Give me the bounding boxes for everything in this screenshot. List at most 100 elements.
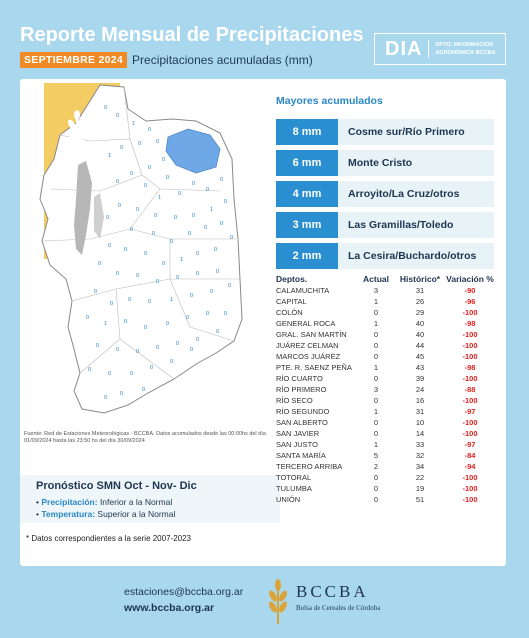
station-value: 1 — [158, 195, 161, 201]
station-value: 0 — [192, 213, 195, 219]
top-mm-value: 2 mm — [276, 243, 338, 269]
top-accumulated-row: 2 mm La Cesira/Buchardo/otros — [276, 243, 494, 269]
top-accumulated-row: 6 mm Monte Cristo — [276, 150, 494, 176]
station-value: 1 — [132, 121, 135, 127]
station-value: 0 — [190, 347, 193, 353]
dept-name: RÍO PRIMERO — [276, 385, 327, 394]
dept-name: TERCERO ARRIBA — [276, 462, 343, 471]
station-value: 0 — [214, 247, 217, 253]
historico-value: 51 — [415, 495, 425, 504]
station-value: 0 — [130, 371, 133, 377]
wheat-icon — [68, 110, 86, 153]
station-value: 0 — [156, 345, 159, 351]
table-header: Deptos. Actual Histórico* Variación % — [276, 274, 506, 286]
actual-value: 1 — [373, 440, 379, 449]
variacion-value: -100 — [462, 308, 478, 317]
station-value: 0 — [170, 359, 173, 365]
mountain-range — [74, 161, 92, 255]
report-title: Reporte Mensual de Precipitaciones — [20, 24, 364, 46]
historico-value: 31 — [415, 407, 425, 416]
contact-email[interactable]: estaciones@bccba.org.ar — [124, 586, 244, 598]
station-value: 0 — [166, 321, 169, 327]
station-value: 0 — [116, 347, 119, 353]
forecast-box: Pronóstico SMN Oct - Nov- Dic • Precipit… — [20, 475, 280, 523]
table-row: GENERAL ROCA 1 40 -98 — [276, 319, 506, 330]
station-value: 0 — [144, 251, 147, 257]
contact-web[interactable]: www.bccba.org.ar — [124, 602, 215, 614]
station-value: 0 — [104, 105, 107, 111]
station-value: 0 — [124, 319, 127, 325]
station-value: 0 — [136, 273, 139, 279]
variacion-value: -100 — [462, 429, 478, 438]
station-value: 0 — [144, 183, 147, 189]
station-value: 1 — [104, 321, 107, 327]
variacion-value: -97 — [464, 407, 476, 416]
table-row: TERCERO ARRIBA 2 34 -94 — [276, 462, 506, 473]
station-value: 0 — [196, 271, 199, 277]
table-row: CALAMUCHITA 3 31 -90 — [276, 286, 506, 297]
station-value: 0 — [196, 337, 199, 343]
station-value: 0 — [144, 325, 147, 331]
dept-name: SAN JAVIER — [276, 429, 320, 438]
historico-value: 33 — [415, 440, 425, 449]
station-value: 0 — [116, 179, 119, 185]
station-value: 0 — [170, 239, 173, 245]
station-value: 0 — [98, 261, 101, 267]
dia-word: DIA — [385, 37, 423, 60]
actual-value: 1 — [373, 297, 379, 306]
station-value: 0 — [124, 247, 127, 253]
actual-value: 5 — [373, 451, 379, 460]
station-value: 0 — [192, 181, 195, 187]
actual-value: 0 — [373, 341, 379, 350]
station-value: 1 — [170, 297, 173, 303]
station-value: 0 — [230, 235, 233, 241]
table-row: SAN JAVIER 0 14 -100 — [276, 429, 506, 440]
variacion-value: -100 — [462, 374, 478, 383]
actual-value: 0 — [373, 352, 379, 361]
variacion-value: -96 — [464, 297, 476, 306]
variacion-value: -90 — [464, 286, 476, 295]
variacion-value: -94 — [464, 462, 476, 471]
actual-value: 0 — [373, 429, 379, 438]
dept-name: SANTA MARÍA — [276, 451, 326, 460]
station-value: 0 — [120, 145, 123, 151]
actual-value: 0 — [373, 473, 379, 482]
table-row: GRAL. SAN MARTÍN 0 40 -100 — [276, 330, 506, 341]
station-value: 1 — [180, 257, 183, 263]
dept-name: SAN JUSTO — [276, 440, 318, 449]
table-row: JUÁREZ CELMAN 0 44 -100 — [276, 341, 506, 352]
station-value: 0 — [96, 343, 99, 349]
dia-divider — [428, 40, 430, 58]
table-row: RÍO PRIMERO 3 24 -88 — [276, 385, 506, 396]
station-value: 0 — [104, 395, 107, 401]
variacion-value: -100 — [462, 330, 478, 339]
variacion-value: -97 — [464, 440, 476, 449]
station-value: 0 — [120, 391, 123, 397]
footnote: * Datos correspondientes a la serie 2007… — [26, 534, 191, 543]
station-value: 0 — [130, 171, 133, 177]
historico-value: 22 — [415, 473, 425, 482]
table-row: MARCOS JUÁREZ 0 45 -100 — [276, 352, 506, 363]
top-place: Monte Cristo — [348, 157, 413, 169]
actual-value: 0 — [373, 330, 379, 339]
month-badge: SEPTIEMBRE 2024 — [20, 52, 128, 68]
station-value: 0 — [142, 387, 145, 393]
header-historico: Histórico* — [399, 274, 441, 284]
dia-logo: DIA DPTO. INFORMACIÓN AGRONÓMICA BCCBA — [374, 33, 506, 65]
dept-name: RÍO CUARTO — [276, 374, 323, 383]
station-value: 0 — [206, 311, 209, 317]
table-row: UNIÓN 0 51 -100 — [276, 495, 506, 506]
station-value: 0 — [162, 157, 165, 163]
station-value: 0 — [128, 297, 131, 303]
station-value: 0 — [118, 203, 121, 209]
station-value: 1 — [210, 207, 213, 213]
actual-value: 0 — [373, 418, 379, 427]
dia-department: DPTO. INFORMACIÓN AGRONÓMICA BCCBA — [435, 42, 496, 56]
station-value: 0 — [148, 165, 151, 171]
station-value: 1 — [108, 153, 111, 159]
station-value: 0 — [108, 243, 111, 249]
top-mm-value: 3 mm — [276, 212, 338, 238]
